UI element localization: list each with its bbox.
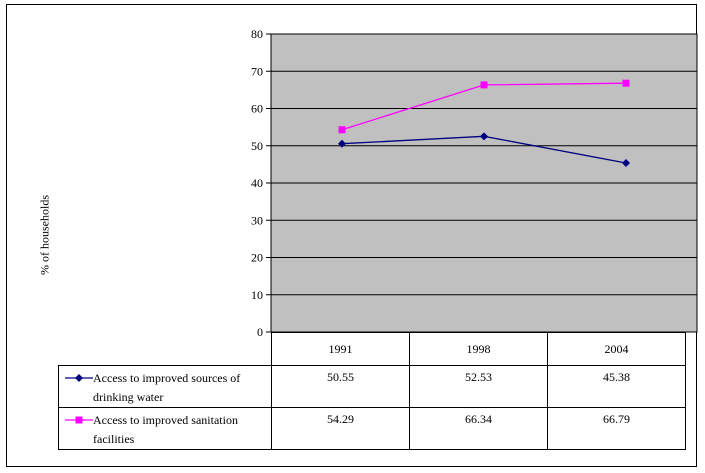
category-header: 2004 [547, 332, 686, 366]
data-point-diamond [480, 132, 488, 141]
data-value: 45.38 [547, 365, 686, 408]
category-header: 1998 [409, 332, 548, 366]
data-table: 1991 1998 2004 Access to improved source… [58, 332, 686, 450]
y-tick-label: 10 [251, 288, 263, 302]
y-axis-title: % of households [37, 195, 52, 275]
diamond-marker-icon [65, 374, 93, 382]
data-table-header-row: 1991 1998 2004 [59, 332, 686, 366]
series-label-cell: Access to improved sources of drinking w… [58, 365, 272, 408]
data-value: 50.55 [271, 365, 410, 408]
header-blank-cell [59, 333, 272, 366]
y-tick-label: 60 [251, 102, 263, 116]
series-name: Access to improved sources of drinking w… [93, 371, 241, 404]
data-table-row: Access to improved sanitation facilities… [58, 407, 686, 450]
y-tick-label: 0 [257, 325, 263, 339]
y-tick-label: 40 [251, 176, 263, 190]
data-point-square [480, 81, 488, 89]
y-tick-label: 50 [251, 139, 263, 153]
data-point-square [622, 79, 630, 87]
data-value: 54.29 [271, 407, 410, 450]
data-point-square [338, 126, 346, 134]
series-name: Access to improved sanitation facilities [93, 413, 238, 446]
data-value: 66.34 [409, 407, 548, 450]
data-point-diamond [622, 158, 630, 167]
y-axis-title-wrap: % of households [30, 185, 60, 285]
square-marker-icon [65, 416, 93, 424]
data-value: 66.79 [547, 407, 686, 450]
series-label-cell: Access to improved sanitation facilities [58, 407, 272, 450]
category-header: 1991 [271, 332, 410, 366]
data-point-diamond [338, 139, 346, 148]
data-table-row: Access to improved sources of drinking w… [58, 365, 686, 408]
y-tick-label: 20 [251, 251, 263, 265]
y-tick-label: 70 [251, 64, 263, 78]
y-tick-label: 80 [251, 27, 263, 41]
data-value: 52.53 [409, 365, 548, 408]
y-tick-label: 30 [251, 213, 263, 227]
